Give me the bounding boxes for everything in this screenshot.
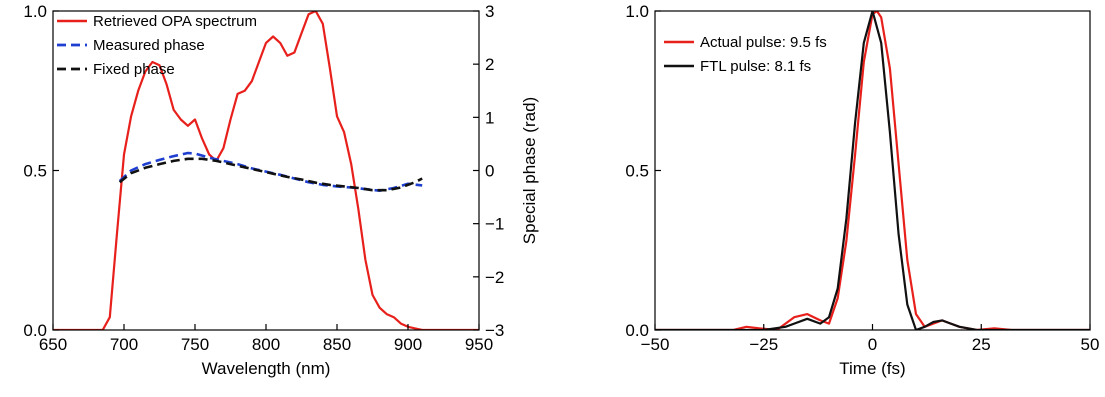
series-line-2 [118, 151, 423, 192]
y2-tick-label: 3 [485, 2, 494, 21]
y2-tick-label: 0 [485, 162, 494, 181]
x-tick-label: −25 [749, 335, 778, 354]
legend-label-3: Fixed phase [93, 61, 175, 78]
x-tick-label: 650 [39, 335, 67, 354]
y-tick-label: 0.0 [625, 321, 649, 340]
legend-label-2: FTL pulse: 8.1 fs [700, 58, 811, 75]
series-line-3 [118, 157, 423, 192]
y2-tick-label: −2 [485, 268, 504, 287]
series-line-1 [53, 11, 479, 330]
legend-label-1: Retrieved OPA spectrum [93, 13, 257, 30]
x-tick-label: −50 [641, 335, 670, 354]
x-tick-label: 950 [465, 335, 493, 354]
y-tick-label: 0.0 [23, 321, 47, 340]
series-group [655, 11, 1090, 330]
legend: Actual pulse: 9.5 fs FTL pulse: 8.1 fs [664, 34, 827, 75]
y-tick-label: 0.5 [23, 162, 47, 181]
x-tick-label: 25 [972, 335, 991, 354]
pulse-panel: −50 −25 0 25 50 0.0 0.5 1.0 Time (fs) Actual puls… [625, 2, 1099, 378]
y2-axis-title: Special phase (rad) [520, 97, 539, 244]
x-axis-title: Wavelength (nm) [202, 359, 331, 378]
y2-tick-label: −1 [485, 215, 504, 234]
x-tick-label: 800 [252, 335, 280, 354]
x-tick-label: 50 [1081, 335, 1100, 354]
y-tick-label: 1.0 [23, 2, 47, 21]
y2-tick-label: −3 [485, 321, 504, 340]
series-group [53, 11, 479, 330]
x-tick-label: 700 [110, 335, 138, 354]
x-tick-label: 850 [323, 335, 351, 354]
y2-tick-label: 2 [485, 55, 494, 74]
x-tick-label: 900 [394, 335, 422, 354]
legend: Retrieved OPA spectrum Measured phase Fixe… [57, 13, 257, 78]
legend-label-2: Measured phase [93, 37, 205, 54]
series-line-2 [655, 11, 1090, 330]
x-axis-title: Time (fs) [839, 359, 905, 378]
x-tick-label: 750 [181, 335, 209, 354]
y-tick-label: 0.5 [625, 162, 649, 181]
y-tick-label: 1.0 [625, 2, 649, 21]
legend-label-1: Actual pulse: 9.5 fs [700, 34, 827, 51]
x-tick-label: 0 [868, 335, 877, 354]
spectrum-panel: 650 700 750 800 850 900 950 0.0 0.5 1.0 3 2 1 0 −1 −2 −3… [23, 2, 539, 378]
y2-tick-label: 1 [485, 108, 494, 127]
